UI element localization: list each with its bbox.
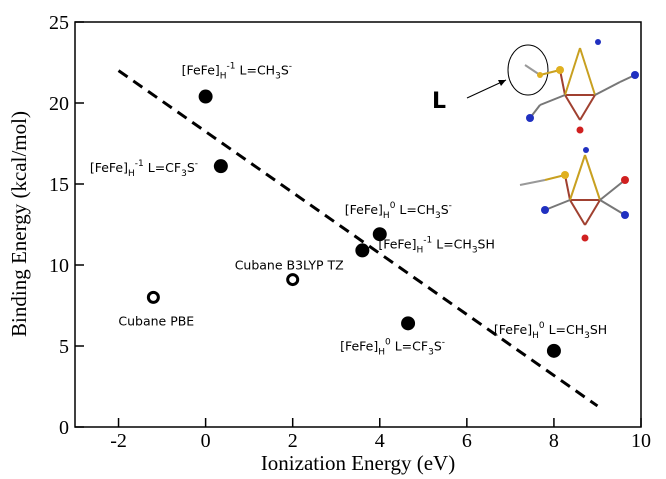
label-part: [FeFe]	[90, 160, 128, 175]
label-part: L=CH	[395, 202, 435, 217]
label-part: [FeFe]	[340, 338, 378, 353]
label-part: -1	[423, 235, 432, 245]
x-tick-label: 2	[288, 430, 298, 452]
label-part: L=CH	[432, 236, 472, 251]
label-part: H	[383, 211, 390, 221]
y-tick-label: 0	[59, 417, 69, 439]
x-tick-label: 0	[201, 430, 211, 452]
point-label: [FeFe]H-1 L=CF3S-	[90, 159, 198, 179]
label-part: L=CH	[236, 63, 276, 78]
label-part: S	[441, 202, 449, 217]
y-tick-label: 10	[49, 255, 69, 277]
page: L Ionization Energy (eV) Binding Energy …	[0, 0, 666, 479]
plot-frame	[75, 22, 641, 427]
trend-line	[119, 71, 598, 406]
label-part: SH	[590, 322, 607, 337]
open-marker	[148, 292, 158, 302]
label-part: -	[195, 159, 198, 169]
label-part: S	[187, 160, 195, 175]
y-tick-label: 20	[49, 93, 69, 115]
y-tick-label: 5	[59, 336, 69, 358]
filled-marker	[199, 90, 213, 104]
filled-marker	[355, 243, 369, 257]
label-part: [FeFe]	[378, 236, 416, 251]
point-label: [FeFe]H0 L=CH3SH	[494, 321, 607, 341]
point-label: [FeFe]H-1 L=CH3SH	[378, 235, 495, 255]
point-label: [FeFe]H-1 L=CH3S-	[182, 62, 292, 82]
label-part: [FeFe]	[345, 202, 383, 217]
x-tick-label: -2	[110, 430, 127, 452]
x-tick-label: 4	[375, 430, 385, 452]
x-tick-label: 6	[462, 430, 472, 452]
y-axis-label: Binding Energy (kcal/mol)	[7, 111, 31, 337]
molecule-decor	[467, 39, 639, 242]
label-part: S	[281, 63, 289, 78]
x-axis-label: Ionization Energy (eV)	[261, 451, 455, 475]
chart: L Ionization Energy (eV) Binding Energy …	[0, 0, 666, 479]
filled-marker	[547, 344, 561, 358]
label-part: H	[378, 347, 385, 357]
label-part: -	[442, 337, 445, 347]
label-part: Cubane B3LYP TZ	[235, 258, 344, 273]
label-part: [FeFe]	[494, 322, 532, 337]
inset-label: L	[432, 89, 446, 114]
label-part: -1	[227, 62, 236, 72]
filled-marker	[401, 316, 415, 330]
filled-marker	[214, 159, 228, 173]
label-part: -	[449, 201, 452, 211]
point-label: [FeFe]H0 L=CF3S-	[340, 337, 445, 357]
label-part: S	[434, 338, 442, 353]
open-marker	[288, 275, 298, 285]
label-part: H	[417, 245, 424, 255]
label-part: H	[128, 169, 135, 179]
x-tick-label: 8	[549, 430, 559, 452]
y-tick-label: 15	[49, 174, 69, 196]
x-tick-label: 10	[631, 430, 651, 452]
y-tick-label: 25	[49, 12, 69, 34]
point-label: Cubane B3LYP TZ	[235, 258, 344, 273]
label-part: -	[289, 62, 292, 72]
label-part: H	[532, 331, 539, 341]
label-part: L=CF	[391, 338, 428, 353]
label-part: L=CF	[144, 160, 181, 175]
label-part: SH	[478, 236, 495, 251]
point-label: [FeFe]H0 L=CH3S-	[345, 201, 452, 221]
label-part: [FeFe]	[182, 63, 220, 78]
label-part: L=CH	[545, 322, 585, 337]
label-part: H	[220, 72, 227, 82]
label-part: -1	[135, 159, 144, 169]
label-part: Cubane PBE	[118, 313, 194, 328]
point-label: Cubane PBE	[118, 313, 194, 328]
